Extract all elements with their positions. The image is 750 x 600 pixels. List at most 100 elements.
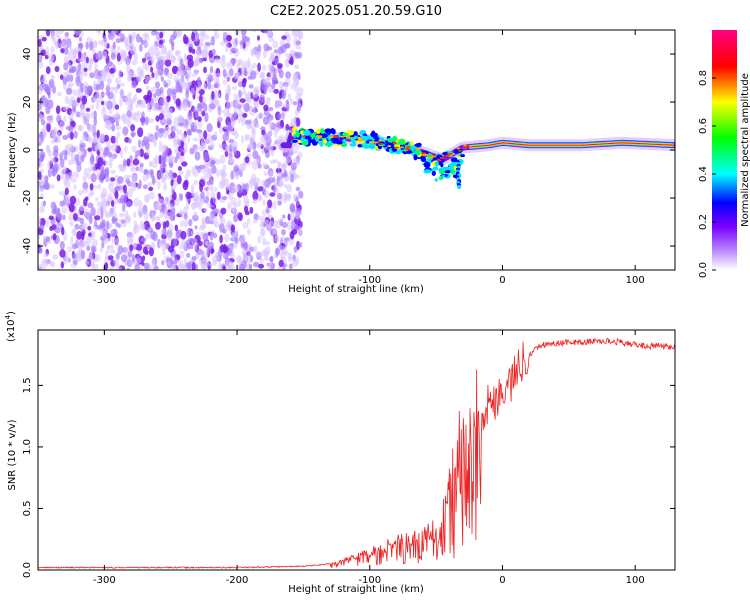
- noise-speckle: [222, 265, 226, 270]
- noise-speckle: [210, 185, 214, 193]
- noise-speckle: [164, 197, 169, 206]
- noise-speckle: [191, 255, 197, 261]
- noise-speckle: [163, 151, 169, 157]
- noise-speckle: [233, 231, 239, 239]
- spectrogram-y-ticks: -40 -20 0 20 40: [22, 48, 675, 254]
- noise-speckle: [119, 97, 123, 108]
- noise-speckle: [180, 230, 187, 240]
- noise-speckle: [282, 214, 286, 219]
- noise-speckle: [69, 96, 76, 102]
- noise-speckle: [113, 198, 120, 205]
- noise-speckle: [155, 61, 161, 70]
- noise-speckle: [206, 202, 212, 209]
- noise-speckle: [92, 163, 96, 174]
- noise-speckle: [251, 63, 258, 68]
- noise-speckle: [48, 215, 54, 221]
- noise-speckle: [184, 218, 188, 228]
- noise-speckle: [239, 239, 244, 245]
- noise-speckle: [93, 215, 101, 221]
- noise-speckle: [109, 177, 116, 182]
- noise-speckle: [110, 169, 116, 175]
- noise-speckle: [122, 126, 129, 136]
- signal-core: [392, 142, 397, 145]
- noise-speckle: [165, 220, 170, 228]
- noise-speckle: [255, 123, 260, 128]
- noise-speckle: [224, 233, 230, 243]
- noise-speckle: [133, 211, 137, 219]
- noise-speckle: [86, 172, 92, 180]
- noise-speckle: [108, 181, 115, 187]
- noise-speckle: [239, 40, 245, 46]
- noise-speckle: [128, 34, 133, 45]
- noise-speckle: [128, 75, 132, 80]
- noise-speckle: [55, 105, 61, 115]
- noise-speckle: [45, 218, 49, 228]
- noise-speckle: [150, 86, 157, 93]
- noise-speckle: [215, 169, 221, 178]
- noise-speckle: [296, 51, 303, 59]
- noise-speckle: [132, 96, 136, 104]
- noise-speckle: [75, 111, 81, 118]
- noise-speckle: [38, 182, 41, 190]
- noise-speckle: [179, 250, 185, 259]
- noise-speckle: [56, 132, 61, 142]
- snr-y-exponent: (x104): [4, 311, 17, 342]
- noise-speckle: [281, 229, 286, 236]
- noise-speckle: [241, 91, 248, 96]
- noise-speckle: [138, 211, 143, 219]
- figure-title: C2E2.2025.051.20.59.G10: [270, 4, 442, 19]
- noise-speckle: [250, 30, 257, 33]
- noise-speckle: [169, 264, 177, 270]
- noise-speckle: [268, 57, 274, 63]
- noise-speckle: [50, 32, 55, 41]
- noise-speckle: [52, 233, 57, 241]
- noise-speckle: [292, 258, 298, 267]
- signal-core: [369, 141, 374, 144]
- noise-speckle: [273, 67, 277, 77]
- noise-speckle: [160, 76, 165, 82]
- noise-speckle: [109, 248, 116, 254]
- signal-core: [329, 136, 334, 139]
- noise-speckle: [288, 252, 293, 261]
- noise-speckle: [109, 188, 116, 194]
- noise-speckle: [287, 213, 291, 221]
- noise-speckle: [135, 166, 139, 172]
- noise-speckle: [127, 188, 134, 198]
- noise-speckle: [256, 51, 261, 61]
- noise-speckle: [244, 241, 248, 250]
- noise-speckle: [67, 159, 74, 166]
- noise-speckle: [154, 81, 161, 89]
- noise-speckle: [150, 31, 157, 37]
- noise-speckle: [126, 267, 130, 270]
- noise-speckle: [232, 171, 240, 177]
- noise-speckle: [201, 216, 206, 226]
- snr-y-exponent-base: (x10: [6, 319, 17, 342]
- noise-speckle: [243, 194, 249, 199]
- noise-speckle: [82, 188, 89, 194]
- noise-speckle: [180, 151, 184, 157]
- noise-speckle: [102, 114, 108, 120]
- noise-speckle: [47, 168, 52, 178]
- noise-speckle: [158, 141, 163, 147]
- signal-blob: [363, 144, 370, 149]
- noise-speckle: [165, 170, 169, 180]
- noise-speckle: [81, 135, 87, 142]
- signal-blob: [341, 132, 349, 137]
- noise-speckle: [198, 225, 206, 231]
- noise-speckle: [174, 50, 180, 57]
- noise-speckle: [95, 51, 100, 60]
- noise-speckle: [87, 147, 93, 152]
- noise-speckle: [186, 129, 192, 136]
- noise-speckle: [64, 31, 69, 37]
- noise-speckle: [72, 243, 77, 250]
- noise-speckle: [163, 206, 168, 216]
- noise-speckle: [65, 125, 72, 131]
- noise-speckle: [284, 57, 291, 68]
- noise-speckle: [252, 119, 257, 125]
- noise-speckle: [128, 92, 132, 97]
- noise-speckle: [105, 91, 111, 96]
- noise-speckle: [134, 263, 140, 270]
- noise-speckle: [97, 183, 102, 190]
- noise-speckle: [184, 36, 189, 45]
